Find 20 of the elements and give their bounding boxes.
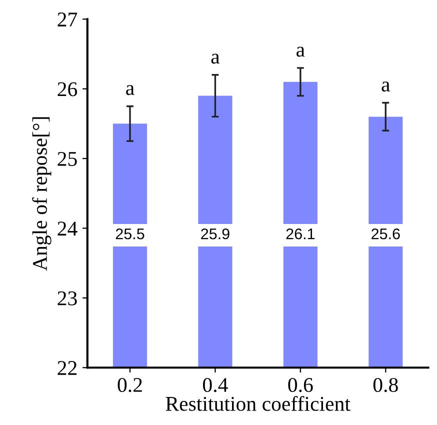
data-label: 25.9: [201, 228, 230, 240]
x-tick-label: 0.4: [202, 378, 228, 392]
x-axis-title: Restitution coefficient: [166, 396, 350, 411]
x-tick-label: 0.2: [118, 378, 142, 392]
y-tick-label: 23: [58, 291, 77, 306]
y-tick-label: 27: [58, 12, 78, 26]
y-tick-label: 22: [58, 361, 77, 375]
data-label: 25.5: [116, 228, 144, 240]
y-tick-label: 25: [58, 152, 77, 166]
data-label: 25.6: [372, 228, 400, 240]
x-tick-label: 0.6: [288, 378, 313, 392]
x-tick-label: 0.8: [373, 378, 398, 392]
y-tick-label: 26: [58, 82, 78, 96]
annotation: a: [211, 54, 220, 64]
y-axis-title: Angle of repose[°]: [32, 117, 52, 271]
annotation: a: [382, 82, 390, 92]
y-tick-label: 24: [58, 222, 78, 236]
annotation: a: [126, 85, 134, 96]
annotation: a: [296, 46, 305, 57]
data-label: 26.1: [286, 228, 315, 240]
